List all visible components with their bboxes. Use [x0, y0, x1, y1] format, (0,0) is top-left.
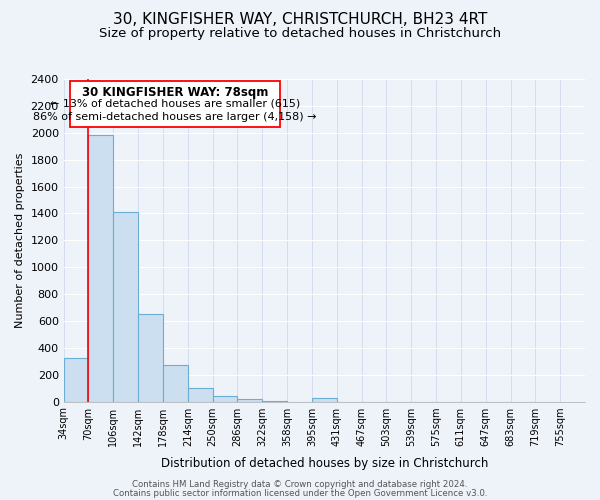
- FancyBboxPatch shape: [70, 81, 280, 126]
- Text: 86% of semi-detached houses are larger (4,158) →: 86% of semi-detached houses are larger (…: [33, 112, 317, 122]
- Bar: [163, 364, 188, 402]
- Bar: [188, 388, 212, 402]
- Text: Contains HM Land Registry data © Crown copyright and database right 2024.: Contains HM Land Registry data © Crown c…: [132, 480, 468, 489]
- X-axis label: Distribution of detached houses by size in Christchurch: Distribution of detached houses by size …: [161, 457, 488, 470]
- Text: 30 KINGFISHER WAY: 78sqm: 30 KINGFISHER WAY: 78sqm: [82, 86, 268, 99]
- Text: Contains public sector information licensed under the Open Government Licence v3: Contains public sector information licen…: [113, 488, 487, 498]
- Text: ← 13% of detached houses are smaller (615): ← 13% of detached houses are smaller (61…: [50, 99, 300, 109]
- Bar: [88, 136, 113, 402]
- Bar: [212, 396, 238, 402]
- Bar: [138, 314, 163, 402]
- Bar: [238, 399, 262, 402]
- Text: Size of property relative to detached houses in Christchurch: Size of property relative to detached ho…: [99, 28, 501, 40]
- Bar: [312, 398, 337, 402]
- Bar: [113, 212, 138, 402]
- Bar: [262, 401, 287, 402]
- Bar: [64, 358, 88, 402]
- Y-axis label: Number of detached properties: Number of detached properties: [15, 152, 25, 328]
- Text: 30, KINGFISHER WAY, CHRISTCHURCH, BH23 4RT: 30, KINGFISHER WAY, CHRISTCHURCH, BH23 4…: [113, 12, 487, 28]
